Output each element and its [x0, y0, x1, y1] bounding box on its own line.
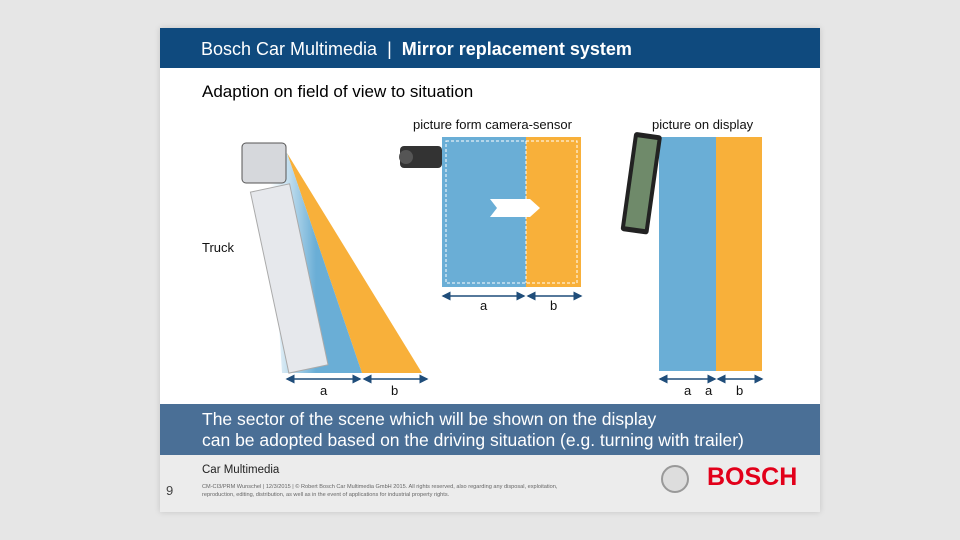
bosch-armature-icon	[661, 465, 689, 493]
label-a: a	[480, 298, 488, 313]
separator: |	[387, 39, 392, 59]
legal-text-1: CM-CI3/PRM Wunschel | 12/3/2015 | © Robe…	[202, 484, 558, 490]
display-label: picture on display	[652, 117, 754, 132]
brand-title: Bosch Car Multimedia	[201, 39, 378, 59]
footer-section: Car Multimedia	[202, 464, 280, 476]
slide-header: Bosch Car Multimedia | Mirror replacemen…	[160, 28, 820, 68]
display-blue	[659, 137, 716, 371]
slide: Bosch Car Multimedia | Mirror replacemen…	[160, 28, 820, 512]
summary-line-2: can be adopted based on the driving situ…	[202, 430, 744, 450]
arrow-right-icon	[490, 199, 540, 217]
bosch-logo: BOSCH	[707, 463, 798, 491]
truck-trailer	[249, 183, 329, 374]
summary-line-1: The sector of the scene which will be sh…	[202, 409, 657, 429]
label-b: b	[391, 383, 399, 398]
camera-label: picture form camera-sensor	[413, 117, 572, 132]
label-a: a	[705, 383, 713, 398]
camera-icon	[399, 146, 442, 168]
view-orange	[287, 153, 422, 373]
diagram	[241, 132, 764, 384]
subtitle: Adaption on field of view to situation	[202, 82, 474, 101]
page-number: 9	[166, 483, 174, 498]
legal-text-2: reproduction, editing, distribution, as …	[202, 492, 450, 498]
mirror-display-icon	[620, 132, 662, 235]
display-orange	[716, 137, 762, 371]
label-a: a	[684, 383, 692, 398]
footer: 9 Car Multimedia CM-CI3/PRM Wunschel | 1…	[160, 455, 820, 512]
slide-title: Mirror replacement system	[401, 39, 632, 59]
label-b: b	[736, 383, 744, 398]
truck-cab	[241, 142, 287, 184]
truck-label: Truck	[202, 240, 235, 255]
label-a: a	[320, 383, 328, 398]
summary-band: The sector of the scene which will be sh…	[160, 404, 820, 455]
label-b: b	[550, 298, 558, 313]
